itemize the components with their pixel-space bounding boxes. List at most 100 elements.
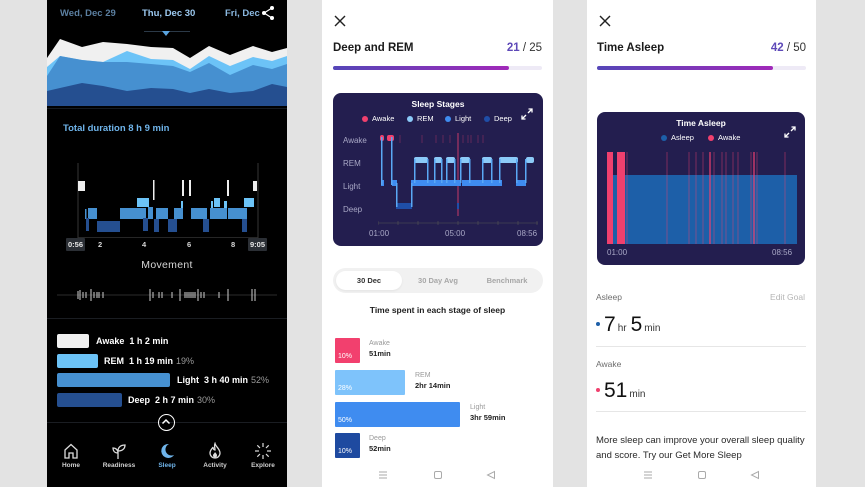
stage-name: Awake: [96, 336, 125, 346]
stage-duration: 2 h 7 min: [155, 394, 195, 405]
page-title: Deep and REM: [333, 42, 414, 54]
light-bar: [57, 373, 170, 387]
moon-icon: [161, 443, 174, 458]
legend-row-light: Light 3 h 40 min 52%: [57, 372, 287, 392]
y-label: Light: [343, 182, 361, 191]
back-triangle-icon[interactable]: [486, 470, 496, 480]
stage-name: REM: [415, 372, 431, 379]
stage-name: Light: [177, 375, 199, 385]
deep-rem-screen: Deep and REM 21 / 25 Sleep Stages Awake …: [322, 0, 553, 487]
expand-icon[interactable]: [521, 108, 533, 120]
x-label: 01:00: [369, 229, 390, 238]
flame-icon: [209, 442, 221, 459]
rem-bar: 28%: [335, 370, 405, 395]
stage-pct: 10%: [338, 353, 353, 360]
x-label: 08:56: [517, 229, 538, 238]
legend-rem: REM: [417, 114, 434, 123]
score: 21 / 25: [507, 42, 542, 54]
date-next[interactable]: Fri, Dec: [225, 8, 260, 19]
end-time: 9:05: [248, 238, 268, 251]
stage-duration: 1 h 2 min: [129, 336, 169, 346]
awake-value: 51 min: [596, 379, 649, 403]
minutes-unit: min: [629, 389, 646, 400]
bottom-navigation: Home Readiness Sleep Activity: [47, 438, 287, 478]
date-current[interactable]: Thu, Dec 30: [142, 8, 196, 19]
legend-row-deep: Deep 2 h 7 min 30%: [57, 392, 287, 412]
legend-asleep: Asleep: [671, 133, 694, 142]
awake-bar: 10%: [335, 338, 360, 363]
tick: 8: [231, 240, 236, 249]
deep-bar: [57, 392, 122, 407]
system-navigation-bar: [322, 465, 553, 487]
score-value: 21: [506, 42, 520, 54]
divider: [596, 346, 806, 347]
stage-value: 51min: [369, 349, 391, 358]
time-asleep-chart-card: Time Asleep Asleep Awake 01:00 08:56: [597, 112, 805, 265]
tick: 2: [98, 240, 103, 249]
nav-sleep[interactable]: Sleep: [143, 438, 191, 469]
stage-name: Awake: [369, 340, 390, 347]
menu-icon[interactable]: [643, 470, 653, 480]
score-max: / 25: [522, 42, 542, 54]
tab-30-day-avg[interactable]: 30 Day Avg: [418, 276, 458, 285]
tab-30-dec[interactable]: 30 Dec: [336, 271, 402, 290]
section-title: Time spent in each stage of sleep: [369, 305, 506, 315]
tip-text: More sleep can improve your overall slee…: [596, 435, 805, 461]
divider: [47, 108, 287, 109]
score-progress-bar: [333, 66, 542, 70]
time-asleep-screen: Time Asleep 42 / 50 Time Asleep Asleep A…: [587, 0, 816, 487]
nav-readiness[interactable]: Readiness: [95, 438, 143, 469]
stage-value: 52min: [369, 444, 391, 453]
sleep-stages-plot: [378, 133, 538, 225]
page-title: Time Asleep: [597, 42, 665, 54]
awake-bar: [57, 334, 89, 348]
awake-dot: [596, 388, 600, 392]
period-tabs: 30 Dec 30 Day Avg Benchmark: [333, 268, 543, 293]
score-progress-bar: [597, 66, 806, 70]
stage-value: 2hr 14min: [415, 381, 451, 390]
x-label: 08:56: [772, 248, 793, 257]
close-icon[interactable]: [599, 15, 611, 27]
legend-awake: Awake: [372, 114, 395, 123]
stage-pct: 50%: [338, 417, 353, 424]
square-home-icon[interactable]: [697, 470, 707, 480]
sparkle-icon: [255, 443, 271, 459]
menu-icon[interactable]: [378, 470, 388, 480]
back-triangle-icon[interactable]: [750, 470, 760, 480]
nav-activity[interactable]: Activity: [191, 438, 239, 469]
date-selector: Wed, Dec 29 Thu, Dec 30 Fri, Dec: [47, 8, 287, 22]
hours-unit: hr: [617, 323, 627, 334]
tab-benchmark[interactable]: Benchmark: [486, 276, 528, 285]
tick: 4: [142, 240, 147, 249]
stage-pct: 19%: [176, 355, 195, 366]
asleep-dot: [596, 322, 600, 326]
score-value: 42: [770, 42, 784, 54]
asleep-label: Asleep: [596, 292, 622, 302]
sleep-stage-legend: Awake 1 h 2 min REM 1 h 19 min 19% Light …: [57, 333, 287, 411]
x-label: 01:00: [607, 248, 628, 257]
movement-title: Movement: [141, 259, 193, 271]
legend-row-awake: Awake 1 h 2 min: [57, 333, 287, 353]
sprout-icon: [112, 444, 126, 459]
time-asleep-plot: [607, 152, 797, 244]
date-prev[interactable]: Wed, Dec 29: [60, 8, 116, 19]
x-label: 05:00: [445, 229, 466, 238]
close-icon[interactable]: [334, 15, 346, 27]
legend-row-rem: REM 1 h 19 min 19%: [57, 353, 287, 373]
stage-pct: 28%: [338, 385, 353, 392]
system-navigation-bar: [587, 465, 816, 487]
hypnogram-time-axis: 0:56 2 4 6 8 9:05: [47, 238, 287, 252]
stage-name: REM: [104, 355, 124, 366]
nav-explore[interactable]: Explore: [239, 438, 287, 469]
square-home-icon[interactable]: [433, 470, 443, 480]
expand-icon[interactable]: [784, 126, 796, 138]
share-icon[interactable]: [261, 5, 275, 21]
home-icon: [64, 443, 78, 459]
deep-bar: 10%: [335, 433, 360, 458]
edit-goal-link[interactable]: Edit Goal: [770, 292, 805, 302]
chevron-up-icon[interactable]: [158, 414, 175, 431]
stage-name: Deep: [369, 435, 386, 442]
asleep-minutes: 5: [630, 313, 643, 336]
nav-home[interactable]: Home: [47, 438, 95, 469]
